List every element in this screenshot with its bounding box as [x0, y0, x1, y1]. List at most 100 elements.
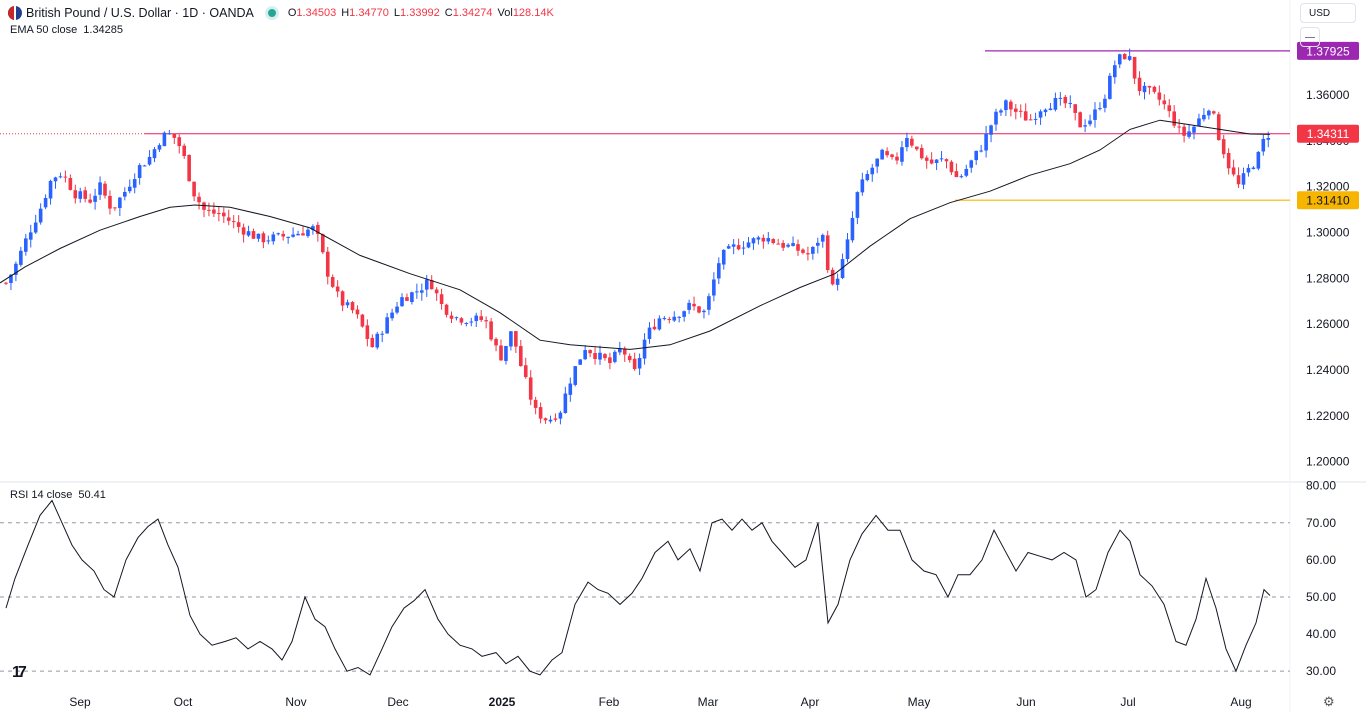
candle-body: [365, 325, 370, 339]
candle-body: [939, 158, 944, 160]
candle-body: [137, 165, 142, 179]
candle-body: [949, 161, 954, 173]
tradingview-logo[interactable]: 17: [12, 664, 27, 681]
candle-body: [528, 377, 533, 400]
candle-body: [835, 278, 840, 285]
candle-body: [999, 110, 1003, 113]
candle-body: [28, 232, 33, 240]
rsi-legend-label: RSI 14 close: [10, 489, 73, 501]
time-tick-label: Apr: [801, 695, 820, 709]
candle-body: [390, 312, 394, 319]
candle-body: [1083, 125, 1087, 127]
candle-body: [1172, 111, 1176, 126]
time-tick-label: Aug: [1230, 695, 1251, 709]
candle-body: [1058, 97, 1063, 99]
candle-body: [1137, 77, 1142, 92]
currency-selector[interactable]: USD: [1300, 3, 1356, 23]
candle-body: [256, 233, 261, 239]
symbol-title[interactable]: British Pound / U.S. Dollar · 1D · OANDA: [26, 6, 254, 20]
candle-body: [519, 346, 523, 367]
candle-body: [479, 316, 483, 320]
candle-body: [316, 224, 320, 234]
candle-body: [405, 297, 409, 301]
candle-body: [538, 407, 543, 419]
candle-body: [741, 247, 746, 249]
candle-body: [1197, 118, 1201, 127]
candle-body: [212, 209, 216, 214]
candle-body: [53, 177, 58, 182]
candle-body: [905, 138, 909, 148]
candle-body: [1162, 100, 1167, 105]
candle-body: [771, 239, 776, 243]
time-tick-label: Jun: [1016, 695, 1035, 709]
candle-body: [509, 331, 513, 347]
candle-body: [726, 246, 731, 249]
collapse-legend-button[interactable]: [1300, 27, 1320, 47]
open-value: 1.34503: [296, 7, 337, 19]
candle-body: [608, 357, 612, 364]
candle-body: [959, 176, 964, 178]
candle-body: [113, 207, 117, 209]
candle-body: [647, 327, 652, 340]
settings-icon[interactable]: ⚙: [1323, 694, 1335, 709]
candle-body: [187, 154, 191, 182]
candle-body: [1167, 105, 1172, 112]
candle-body: [553, 418, 558, 420]
candle-body: [776, 243, 780, 245]
candle-body: [979, 150, 983, 152]
candle-body: [444, 304, 449, 315]
candle-body: [118, 197, 122, 209]
candle-body: [969, 160, 974, 168]
candle-body: [924, 157, 929, 161]
candle-body: [415, 291, 419, 293]
candle-body: [989, 125, 993, 135]
candle-body: [1147, 85, 1152, 88]
candle-body: [335, 286, 340, 292]
candle-body: [207, 209, 211, 211]
close-key: C: [444, 7, 453, 19]
rsi-legend[interactable]: RSI 14 close 50.41: [10, 489, 106, 501]
candle-body: [707, 296, 711, 310]
candle-body: [573, 366, 578, 385]
close-value: 1.34274: [452, 7, 493, 19]
candle-body: [964, 168, 969, 176]
candle-body: [152, 149, 157, 159]
candle-body: [974, 150, 978, 161]
candle-body: [796, 244, 800, 251]
ema-legend[interactable]: EMA 50 close 1.34285: [10, 24, 123, 36]
price-tick-label: 1.30000: [1306, 226, 1350, 240]
price-tick-label: 1.24000: [1306, 363, 1350, 377]
candle-body: [702, 310, 706, 313]
candle-body: [325, 251, 330, 277]
candle-body: [618, 348, 622, 353]
candle-body: [291, 234, 295, 237]
candle-body: [910, 138, 914, 146]
candle-body: [558, 412, 563, 419]
time-tick-label: 2025: [489, 695, 516, 709]
candle-body: [880, 149, 884, 160]
rsi-tick-label: 40.00: [1306, 627, 1336, 641]
candle-body: [132, 179, 137, 188]
candle-body: [514, 331, 518, 347]
candle-body: [840, 259, 845, 279]
price-tick-label: 1.36000: [1306, 88, 1350, 102]
candle-body: [68, 178, 73, 190]
rsi-tick-label: 80.00: [1306, 479, 1336, 493]
candle-body: [731, 244, 736, 247]
candle-body: [1256, 151, 1261, 169]
candle-body: [38, 208, 43, 223]
candle-body: [825, 235, 830, 271]
candle-body: [24, 238, 28, 252]
chart-header: British Pound / U.S. Dollar · 1D · OANDA…: [8, 5, 554, 21]
candle-body: [563, 393, 568, 413]
candle-body: [182, 145, 186, 157]
candle-body: [1246, 167, 1251, 173]
support-price-tag: [1297, 191, 1359, 210]
candle-body: [1251, 167, 1256, 170]
time-tick-label: Sep: [69, 695, 91, 709]
candle-body: [464, 323, 469, 325]
candle-body: [251, 231, 256, 239]
candle-body: [1038, 111, 1043, 118]
candle-body: [14, 263, 18, 275]
